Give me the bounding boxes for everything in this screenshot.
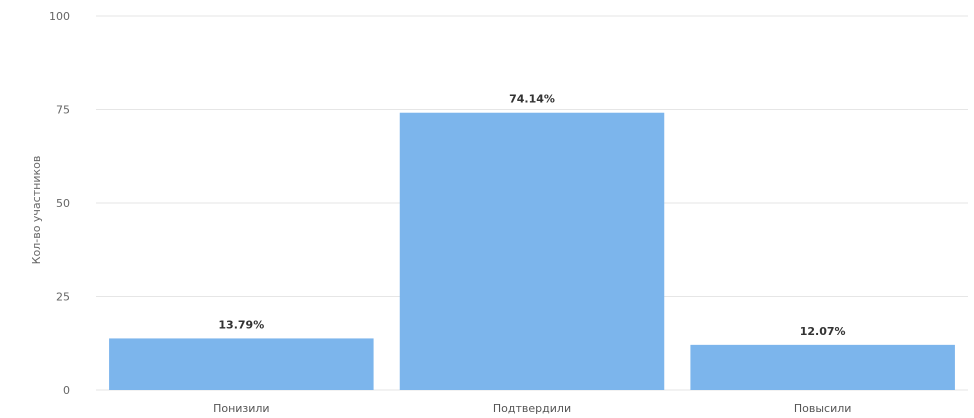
y-tick-label: 50 — [56, 197, 70, 210]
x-tick-label: Понизили — [213, 402, 270, 415]
bar — [109, 338, 374, 390]
y-tick-label: 75 — [56, 104, 70, 117]
bar — [690, 344, 955, 390]
bars — [109, 112, 955, 390]
y-axis-title: Кол-во участников — [30, 156, 43, 265]
y-tick-label: 100 — [49, 10, 70, 23]
y-tick-label: 25 — [56, 291, 70, 304]
data-label: 13.79% — [218, 318, 264, 331]
x-tick-label: Повысили — [794, 402, 852, 415]
bar — [399, 112, 665, 390]
x-axis-ticks: Понизили Подтвердили Повысили — [213, 402, 851, 415]
data-labels: 13.79% 74.14% 12.07% — [218, 93, 845, 338]
y-tick-label: 0 — [63, 384, 70, 397]
data-label: 74.14% — [509, 93, 555, 106]
x-tick-label: Подтвердили — [493, 402, 571, 415]
data-label: 12.07% — [800, 325, 846, 338]
y-axis-ticks: 0 25 50 75 100 — [49, 10, 70, 397]
